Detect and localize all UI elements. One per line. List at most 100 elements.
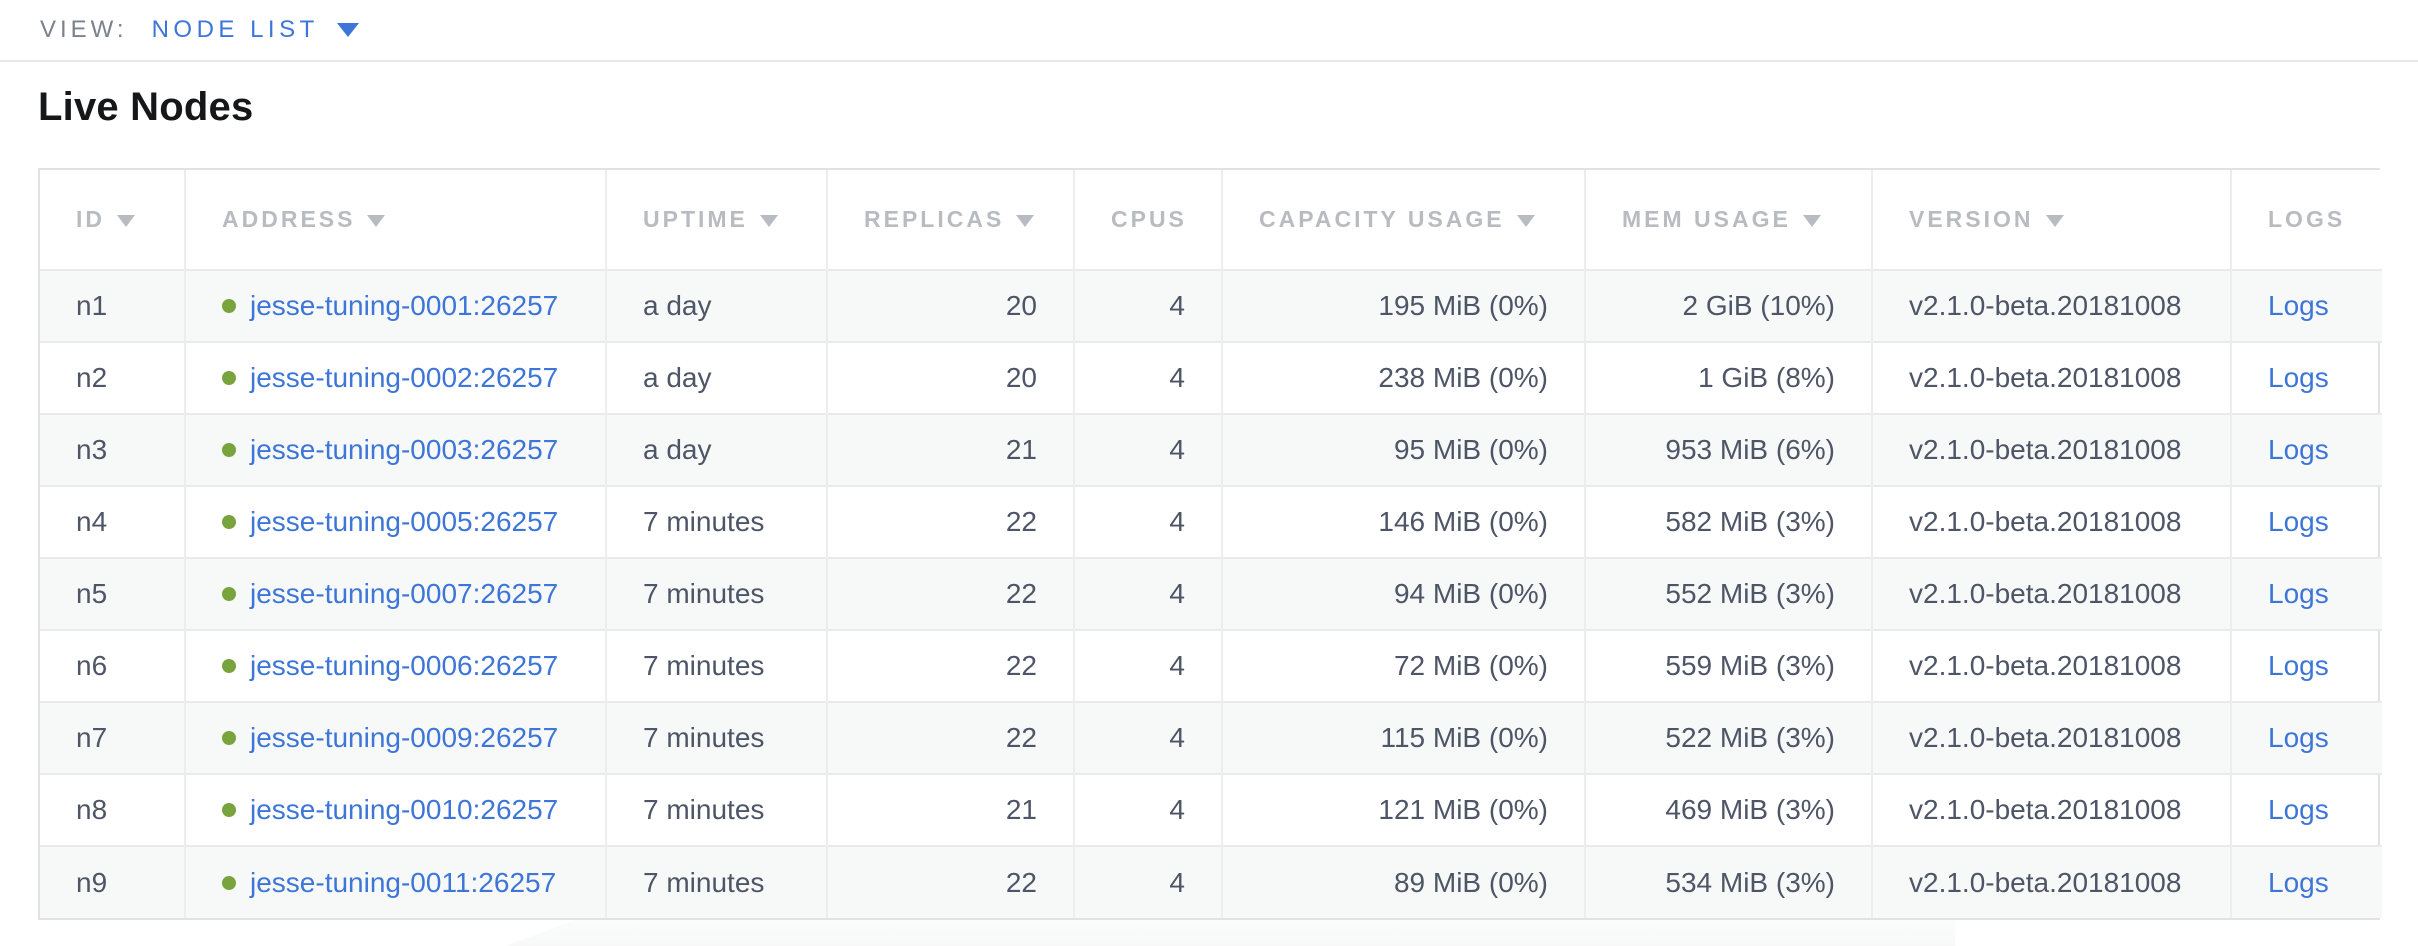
cell-address: jesse-tuning-0001:26257: [184, 269, 606, 342]
cell-mem_usage: 534 MiB (3%): [1584, 845, 1872, 918]
cell-id: n1: [40, 269, 185, 342]
live-status-dot-icon: [222, 659, 236, 673]
next-section-shadow: [505, 920, 1955, 946]
column-header-cpus: CPUS: [1073, 170, 1222, 270]
cell-version: v2.1.0-beta.20181008: [1871, 773, 2231, 846]
column-header-mem_usage[interactable]: MEM USAGE: [1584, 170, 1872, 270]
table-row: n7 jesse-tuning-0009:26257 7 minutes 22 4 115…: [40, 701, 2382, 774]
cell-address: jesse-tuning-0011:26257: [184, 845, 606, 918]
address-link[interactable]: jesse-tuning-0002:26257: [250, 362, 559, 393]
cell-uptime: a day: [605, 341, 827, 414]
cell-capacity_usage: 146 MiB (0%): [1221, 485, 1585, 558]
table-row: n9 jesse-tuning-0011:26257 7 minutes 22 4 89 …: [40, 845, 2382, 918]
column-header-version[interactable]: VERSION: [1871, 170, 2231, 270]
cell-logs: Logs: [2230, 773, 2382, 846]
live-status-dot-icon: [222, 731, 236, 745]
address-link[interactable]: jesse-tuning-0007:26257: [250, 578, 559, 609]
cell-version: v2.1.0-beta.20181008: [1871, 269, 2231, 342]
cell-capacity_usage: 72 MiB (0%): [1221, 629, 1585, 702]
table-row: n4 jesse-tuning-0005:26257 7 minutes 22 4 146…: [40, 485, 2382, 558]
column-header-capacity_usage[interactable]: CAPACITY USAGE: [1221, 170, 1585, 270]
cell-uptime: 7 minutes: [605, 557, 827, 630]
table-row: n8 jesse-tuning-0010:26257 7 minutes 21 4 121…: [40, 773, 2382, 846]
cell-mem_usage: 582 MiB (3%): [1584, 485, 1872, 558]
address-link[interactable]: jesse-tuning-0005:26257: [250, 506, 559, 537]
view-bar-label: VIEW:: [40, 16, 128, 43]
cell-version: v2.1.0-beta.20181008: [1871, 557, 2231, 630]
cell-id: n4: [40, 485, 185, 558]
cell-replicas: 22: [826, 557, 1074, 630]
cell-uptime: a day: [605, 413, 827, 486]
cell-cpus: 4: [1073, 701, 1222, 774]
live-nodes-section: Live Nodes ID ADDRESS UPTIME REPLICAS CPUS CA…: [0, 84, 2418, 920]
cell-logs: Logs: [2230, 701, 2382, 774]
cell-version: v2.1.0-beta.20181008: [1871, 341, 2231, 414]
sort-arrow-icon: [1516, 215, 1535, 227]
cell-uptime: 7 minutes: [605, 485, 827, 558]
cell-replicas: 22: [826, 485, 1074, 558]
cell-version: v2.1.0-beta.20181008: [1871, 485, 2231, 558]
column-header-label: REPLICAS: [864, 206, 1005, 232]
cell-id: n9: [40, 845, 185, 918]
cell-capacity_usage: 238 MiB (0%): [1221, 341, 1585, 414]
cell-cpus: 4: [1073, 269, 1222, 342]
sort-arrow-icon: [367, 215, 386, 227]
logs-link[interactable]: Logs: [2268, 722, 2329, 753]
sort-arrow-icon: [2045, 215, 2064, 227]
live-status-dot-icon: [222, 515, 236, 529]
cell-cpus: 4: [1073, 413, 1222, 486]
cell-uptime: 7 minutes: [605, 773, 827, 846]
cell-capacity_usage: 115 MiB (0%): [1221, 701, 1585, 774]
live-status-dot-icon: [222, 443, 236, 457]
address-link[interactable]: jesse-tuning-0003:26257: [250, 434, 559, 465]
cell-mem_usage: 559 MiB (3%): [1584, 629, 1872, 702]
cell-logs: Logs: [2230, 269, 2382, 342]
live-status-dot-icon: [222, 875, 236, 890]
column-header-replicas[interactable]: REPLICAS: [826, 170, 1074, 270]
cell-mem_usage: 2 GiB (10%): [1584, 269, 1872, 342]
cell-replicas: 21: [826, 773, 1074, 846]
logs-link[interactable]: Logs: [2268, 650, 2329, 681]
column-header-id[interactable]: ID: [40, 170, 185, 270]
logs-link[interactable]: Logs: [2268, 434, 2329, 465]
logs-link[interactable]: Logs: [2268, 506, 2329, 537]
chevron-down-icon: [336, 23, 359, 37]
logs-link[interactable]: Logs: [2268, 362, 2329, 393]
cell-capacity_usage: 89 MiB (0%): [1221, 845, 1585, 918]
cell-replicas: 22: [826, 701, 1074, 774]
cell-logs: Logs: [2230, 341, 2382, 414]
cell-logs: Logs: [2230, 629, 2382, 702]
cell-uptime: 7 minutes: [605, 701, 827, 774]
logs-link[interactable]: Logs: [2268, 866, 2329, 898]
address-link[interactable]: jesse-tuning-0011:26257: [250, 866, 557, 898]
cell-id: n3: [40, 413, 185, 486]
logs-link[interactable]: Logs: [2268, 578, 2329, 609]
sort-arrow-icon: [1016, 215, 1035, 227]
table-row: n1 jesse-tuning-0001:26257 a day 20 4 195 MiB…: [40, 269, 2382, 342]
cell-logs: Logs: [2230, 413, 2382, 486]
view-selector-dropdown[interactable]: NODE LIST: [152, 16, 359, 44]
view-selector-value[interactable]: NODE LIST: [151, 16, 319, 43]
column-header-uptime[interactable]: UPTIME: [605, 170, 827, 270]
column-header-label: MEM USAGE: [1622, 206, 1791, 232]
cell-logs: Logs: [2230, 485, 2382, 558]
cell-address: jesse-tuning-0009:26257: [184, 701, 606, 774]
address-link[interactable]: jesse-tuning-0009:26257: [250, 722, 559, 753]
cell-address: jesse-tuning-0010:26257: [184, 773, 606, 846]
address-link[interactable]: jesse-tuning-0006:26257: [250, 650, 559, 681]
address-link[interactable]: jesse-tuning-0010:26257: [250, 794, 559, 825]
cell-logs: Logs: [2230, 845, 2382, 918]
column-header-address[interactable]: ADDRESS: [184, 170, 606, 270]
address-link[interactable]: jesse-tuning-0001:26257: [250, 290, 559, 321]
logs-link[interactable]: Logs: [2268, 794, 2329, 825]
table-row: n3 jesse-tuning-0003:26257 a day 21 4 95 MiB …: [40, 413, 2382, 486]
cell-uptime: 7 minutes: [605, 845, 827, 918]
cell-replicas: 20: [826, 341, 1074, 414]
cell-id: n7: [40, 701, 185, 774]
live-status-dot-icon: [222, 803, 236, 817]
page-title: Live Nodes: [38, 85, 254, 129]
cell-mem_usage: 522 MiB (3%): [1584, 701, 1872, 774]
logs-link[interactable]: Logs: [2268, 290, 2329, 321]
cell-uptime: 7 minutes: [605, 629, 827, 702]
cell-replicas: 20: [826, 269, 1074, 342]
